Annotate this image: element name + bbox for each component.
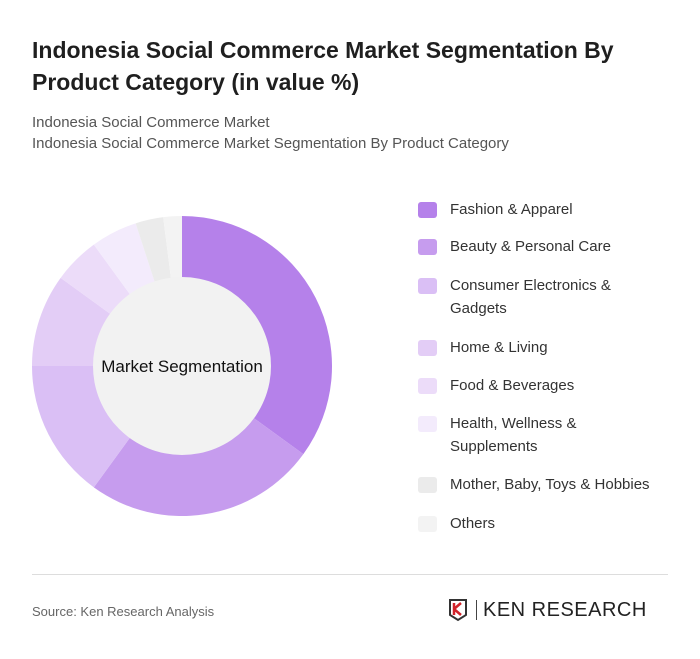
- legend-label: Home & Living: [450, 339, 548, 356]
- ken-research-logo: KEN RESEARCH: [448, 598, 647, 622]
- legend-swatch: [418, 477, 437, 493]
- legend-swatch: [418, 378, 437, 394]
- divider: [32, 574, 668, 575]
- legend-label: Food & Beverages: [450, 377, 575, 394]
- legend-swatch: [418, 516, 437, 532]
- legend-label: Consumer Electronics & Gadgets: [450, 277, 611, 317]
- center-label: Market Segmentation: [101, 357, 263, 376]
- legend-item: Beauty & Personal Care: [418, 235, 611, 258]
- legend-label: Mother, Baby, Toys & Hobbies: [450, 476, 650, 493]
- logo-text: KEN RESEARCH: [476, 600, 647, 620]
- chart-title: Indonesia Social Commerce Market Segment…: [32, 37, 614, 95]
- legend-swatch: [418, 239, 437, 255]
- legend-swatch: [418, 416, 437, 432]
- legend-item: Food & Beverages: [418, 374, 574, 397]
- legend-label: Health, Wellness & Supplements: [450, 415, 577, 455]
- legend-swatch: [418, 202, 437, 218]
- legend-label: Others: [450, 515, 496, 532]
- legend-item: Fashion & Apparel: [418, 198, 573, 221]
- subtitle-market: Indonesia Social Commerce Market: [32, 114, 270, 131]
- legend-item: Home & Living: [418, 336, 548, 359]
- legend-swatch: [418, 278, 437, 294]
- legend-swatch: [418, 340, 437, 356]
- donut-chart: Market Segmentation: [32, 216, 332, 516]
- legend-label: Beauty & Personal Care: [450, 238, 611, 255]
- legend-label: Fashion & Apparel: [450, 201, 573, 218]
- subtitle-segmentation: Indonesia Social Commerce Market Segment…: [32, 135, 509, 152]
- legend-item: Mother, Baby, Toys & Hobbies: [418, 473, 650, 496]
- source-text: Source: Ken Research Analysis: [32, 604, 215, 619]
- donut-center: [93, 277, 271, 455]
- legend-item: Health, Wellness & Supplements: [418, 412, 576, 458]
- ken-logo-icon: [449, 599, 467, 622]
- legend-item: Others: [418, 512, 495, 535]
- legend-item: Consumer Electronics & Gadgets: [418, 274, 611, 320]
